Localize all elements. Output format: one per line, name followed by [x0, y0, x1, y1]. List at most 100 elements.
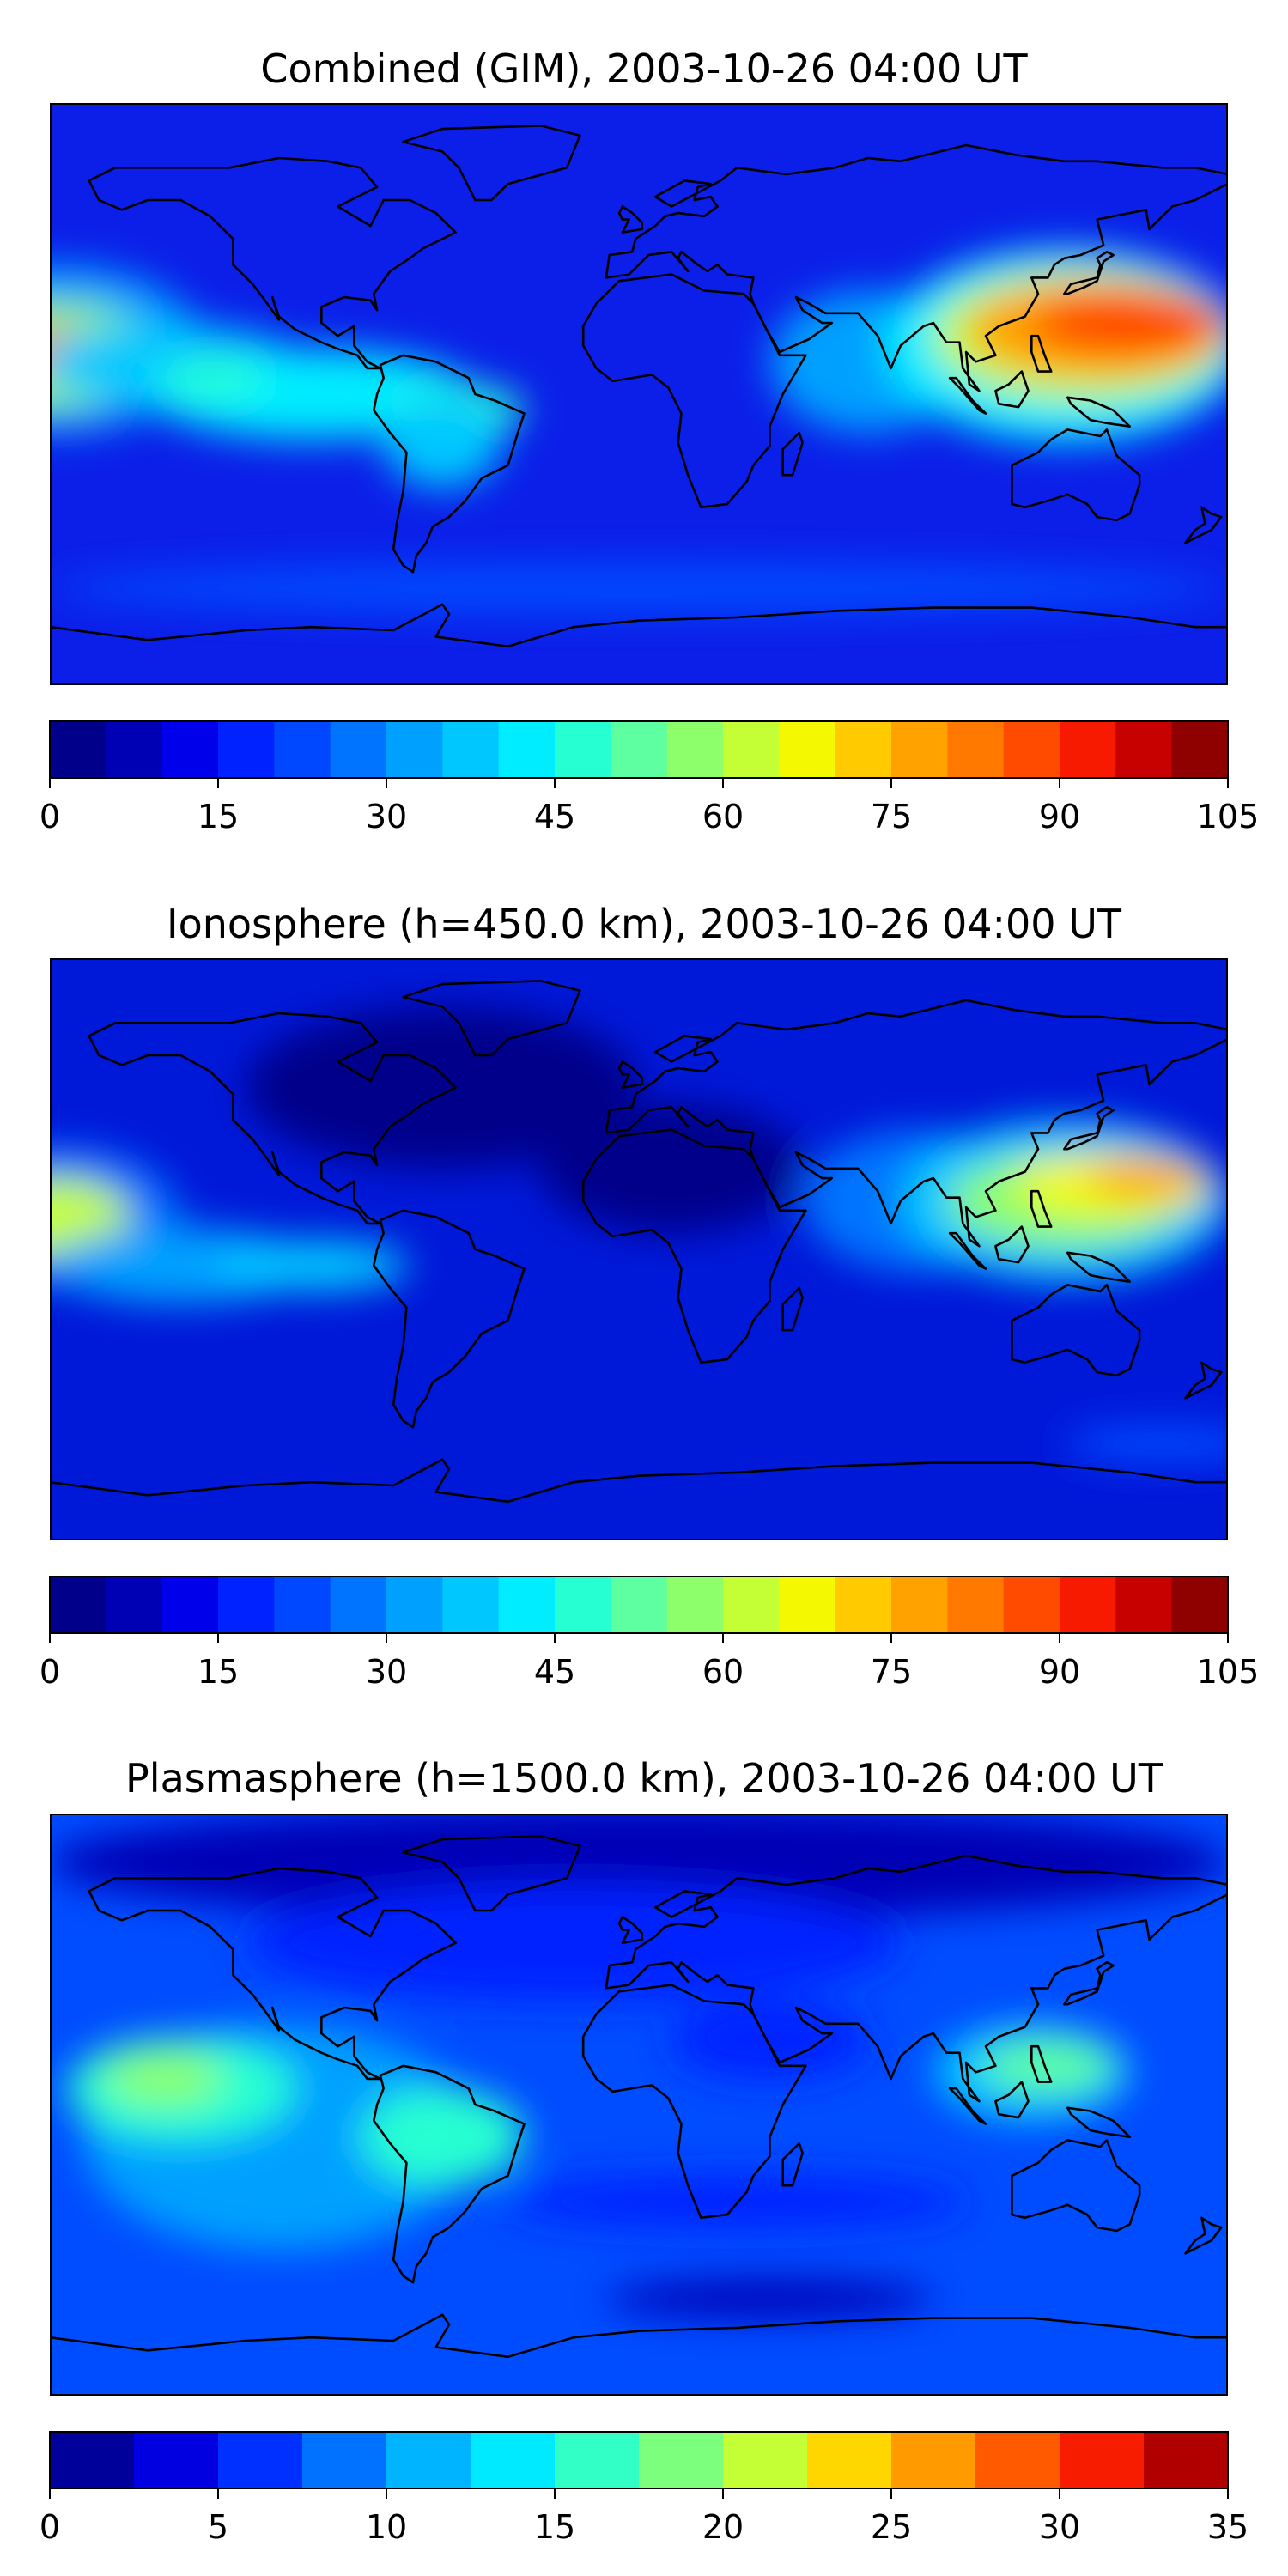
colorbar-tick-label: 75 [871, 798, 912, 831]
colorbar-tick-label: 75 [871, 1653, 912, 1686]
colorbar-tick-label: 60 [702, 798, 744, 831]
colorbar-tick-label: 10 [366, 2508, 407, 2542]
colorbar-segment [330, 721, 387, 778]
coastline-madagascar [781, 431, 804, 477]
coastline-borneo [994, 370, 1030, 409]
colorbar-segment [442, 1577, 500, 1633]
colorbar-segment [807, 2432, 892, 2488]
tec-region [982, 2039, 1114, 2092]
colorbar-frame [49, 720, 1229, 779]
coastline-new-zealand [1184, 506, 1223, 544]
coastline-borneo [994, 1225, 1030, 1264]
coastline-uk [617, 1060, 644, 1089]
coastline-indonesia-sumatra [948, 376, 987, 415]
coastline-africa [581, 273, 807, 509]
coastline-australia [1011, 2139, 1141, 2233]
colorbar-segment [498, 1577, 556, 1633]
colorbar-segment [498, 721, 556, 778]
colorbar-tick-label: 45 [534, 798, 575, 831]
coastline-philippines [1030, 1189, 1053, 1228]
coastline-australia [1011, 1284, 1141, 1377]
colorbar-segment [50, 721, 106, 778]
colorbar-segment [50, 1577, 106, 1633]
coastline-antarctica [50, 603, 1228, 648]
coastline-japan [1063, 1106, 1115, 1151]
colorbar-segment [106, 1577, 163, 1633]
map-title: Combined (GIM), 2003-10-26 04:00 UT [260, 46, 1028, 92]
map-frame [50, 103, 1228, 685]
colorbar-tick-label: 45 [534, 1653, 575, 1686]
tec-region [671, 2001, 868, 2079]
tec-region [1087, 1158, 1206, 1198]
tec-map [50, 1814, 1228, 2396]
colorbar-segment [218, 721, 275, 778]
colorbar-segment [555, 1577, 611, 1633]
tec-region [246, 1884, 901, 2002]
tec-region [361, 2088, 525, 2186]
coastline-south-america [372, 354, 526, 574]
tec-region [105, 2052, 223, 2105]
coastline-greenland [402, 980, 581, 1057]
colorbar-segment [106, 721, 163, 778]
coastline-new-zealand [1184, 1361, 1223, 1400]
coastline-australia [1011, 428, 1141, 522]
map-frame [50, 1814, 1228, 2396]
colorbar-segment [611, 721, 668, 778]
coastline-new-guinea [1066, 396, 1131, 428]
colorbar-tick-label: 60 [702, 1653, 744, 1686]
colorbar-segment [835, 721, 892, 778]
coastline-eurasia [605, 143, 1228, 392]
colorbar-frame [49, 1576, 1229, 1634]
coastline-borneo [994, 2081, 1030, 2119]
colorbar-tick-label: 5 [208, 2508, 228, 2542]
colorbar-segment [723, 2432, 808, 2488]
colorbar-tick-label: 30 [366, 798, 407, 831]
colorbar-segment [555, 721, 611, 778]
colorbar-tick-label: 15 [197, 1653, 239, 1686]
tec-region [50, 1814, 1228, 1921]
coastline-indonesia-sumatra [948, 1231, 987, 1270]
colorbar-segment [134, 2432, 219, 2488]
colorbar-segment [891, 721, 948, 778]
tec-region [213, 1239, 410, 1291]
colorbar-segment [1060, 2432, 1145, 2488]
colorbar: 0 15 30 45 60 75 90 105 [39, 1576, 1259, 1686]
colorbar-segment [1171, 721, 1229, 778]
colorbar-segment [666, 1577, 724, 1633]
coastline-philippines [1030, 334, 1053, 373]
colorbar-segment [555, 2432, 640, 2488]
coastline-antarctica [50, 1458, 1228, 1504]
colorbar-segment [1003, 1577, 1060, 1633]
colorbar-segment [1115, 1577, 1173, 1633]
colorbar-segment [1144, 2432, 1229, 2488]
coastline-indonesia-sumatra [948, 2087, 987, 2125]
coastline-south-america [372, 2064, 526, 2284]
coastline-new-guinea [1066, 2106, 1131, 2139]
colorbar-segment [161, 1577, 219, 1633]
coastline-new-zealand [1184, 2216, 1223, 2255]
colorbar-segment [891, 1577, 948, 1633]
colorbar-frame [49, 2431, 1229, 2489]
coastline-new-guinea [1066, 1251, 1131, 1284]
coastline-uk [617, 1916, 644, 1944]
colorbar-segment [302, 2432, 387, 2488]
coastline-africa [581, 1128, 807, 1364]
colorbar-segment [1003, 721, 1060, 778]
coastline-north-america [88, 1012, 457, 1225]
colorbar-segment [218, 2432, 303, 2488]
tec-region [383, 397, 501, 489]
colorbar-segment [161, 721, 219, 778]
colorbar-segment [779, 721, 836, 778]
coastline-africa [581, 1984, 807, 2220]
colorbar-segment [442, 721, 500, 778]
coastline-uk [617, 205, 644, 234]
tec-region [161, 358, 266, 398]
colorbar-segment [274, 1577, 331, 1633]
colorbar-segment [611, 1577, 668, 1633]
coastline-eurasia [605, 999, 1228, 1248]
tec-map [50, 103, 1228, 685]
map-frame [50, 958, 1228, 1540]
colorbar-segment [779, 1577, 836, 1633]
colorbar-segment [835, 1577, 892, 1633]
colorbar-tick-label: 90 [1039, 1653, 1080, 1686]
